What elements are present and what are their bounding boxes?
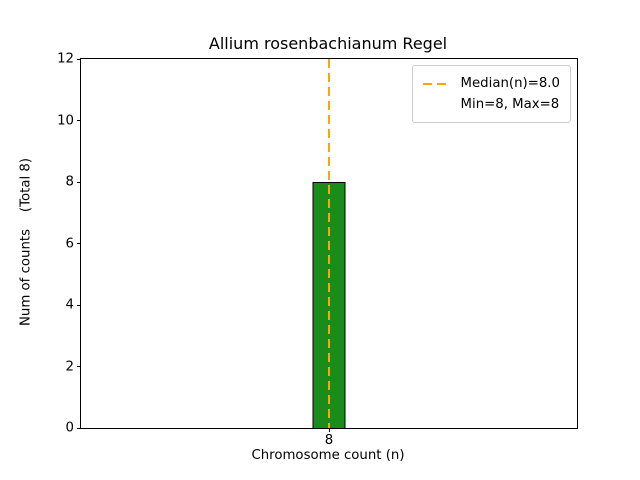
y-tick-mark (77, 366, 81, 367)
y-tick-mark (77, 304, 81, 306)
y-tick-label: 2 (65, 359, 74, 374)
y-tick-label: 0 (65, 420, 74, 436)
x-tick-label: 8 (324, 433, 334, 448)
y-tick-mark (77, 120, 81, 121)
empty-legend-swatch (423, 104, 451, 106)
y-tick-mark (77, 427, 81, 429)
x-tick-mark (328, 428, 330, 432)
legend-label-median: Median(n)=8.0 (460, 76, 560, 91)
chart-title: Allium rosenbachianum Regel (208, 34, 448, 53)
x-axis-label: Chromosome count (n) (251, 448, 405, 463)
plot-area: Median(n)=8.0 Min=8, Max=8 0 2 4 6 8 10 12 8 (57, 52, 578, 448)
y-tick-label: 8 (65, 174, 74, 190)
y-tick-mark (77, 243, 81, 244)
y-tick-label: 4 (65, 297, 74, 313)
y-tick-mark (77, 58, 81, 60)
median-line (328, 59, 330, 428)
y-tick-label: 10 (57, 113, 74, 128)
median-legend-swatch (422, 82, 451, 85)
legend: Median(n)=8.0 Min=8, Max=8 (411, 65, 571, 123)
y-tick-label: 6 (65, 236, 74, 251)
y-axis-label: Num of counts (Total 8) (18, 157, 34, 327)
legend-entry-median: Median(n)=8.0 (422, 73, 560, 94)
y-tick-label: 12 (57, 51, 74, 67)
y-tick-mark (77, 181, 81, 183)
legend-label-minmax: Min=8, Max=8 (460, 97, 560, 112)
legend-entry-minmax: Min=8, Max=8 (423, 94, 560, 115)
